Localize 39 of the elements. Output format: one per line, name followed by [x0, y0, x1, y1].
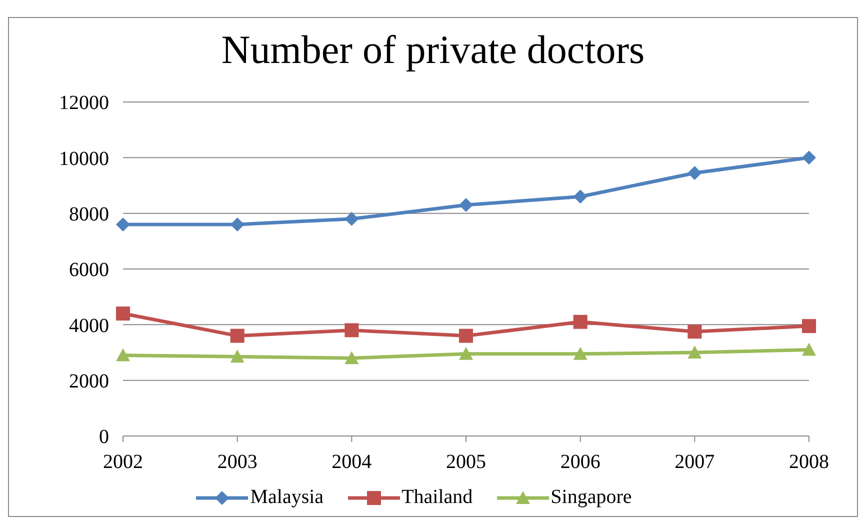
y-tick-label: 2000 [69, 370, 109, 392]
point [459, 346, 473, 360]
x-tick-label: 2004 [332, 451, 372, 474]
y-tick-label: 8000 [69, 203, 109, 226]
point [802, 150, 816, 165]
point [573, 314, 588, 329]
chart-title: Number of private doctors [220, 26, 646, 73]
y-tick-label: 4000 [69, 314, 109, 337]
x-tick-label: 2006 [560, 451, 600, 474]
x-tick-label: 2008 [789, 451, 829, 474]
point [116, 348, 130, 362]
point [230, 328, 244, 343]
point [230, 350, 244, 363]
point [230, 217, 244, 232]
point [688, 324, 702, 339]
point [573, 346, 588, 360]
point [344, 351, 359, 364]
y-tick-label: 12000 [59, 92, 109, 114]
point [802, 342, 816, 356]
point [688, 346, 702, 358]
legend-label: Malaysia [250, 486, 324, 509]
x-tick-label: 2003 [217, 451, 258, 474]
point [344, 323, 359, 338]
point [116, 217, 130, 232]
point [344, 212, 359, 226]
x-tick-label: 2002 [103, 451, 143, 474]
x-tick-label: 2005 [446, 451, 486, 474]
y-tick-label: 0 [99, 426, 109, 448]
legend-label: Singapore [550, 486, 632, 509]
point [459, 328, 473, 343]
y-tick-label: 10000 [59, 148, 109, 170]
point [688, 166, 702, 180]
point [802, 319, 816, 334]
point [573, 190, 588, 204]
y-tick-label: 6000 [69, 259, 109, 282]
point [116, 306, 130, 321]
x-tick-label: 2007 [674, 451, 715, 474]
point [459, 198, 473, 212]
legend-label: Thailand [402, 486, 473, 509]
